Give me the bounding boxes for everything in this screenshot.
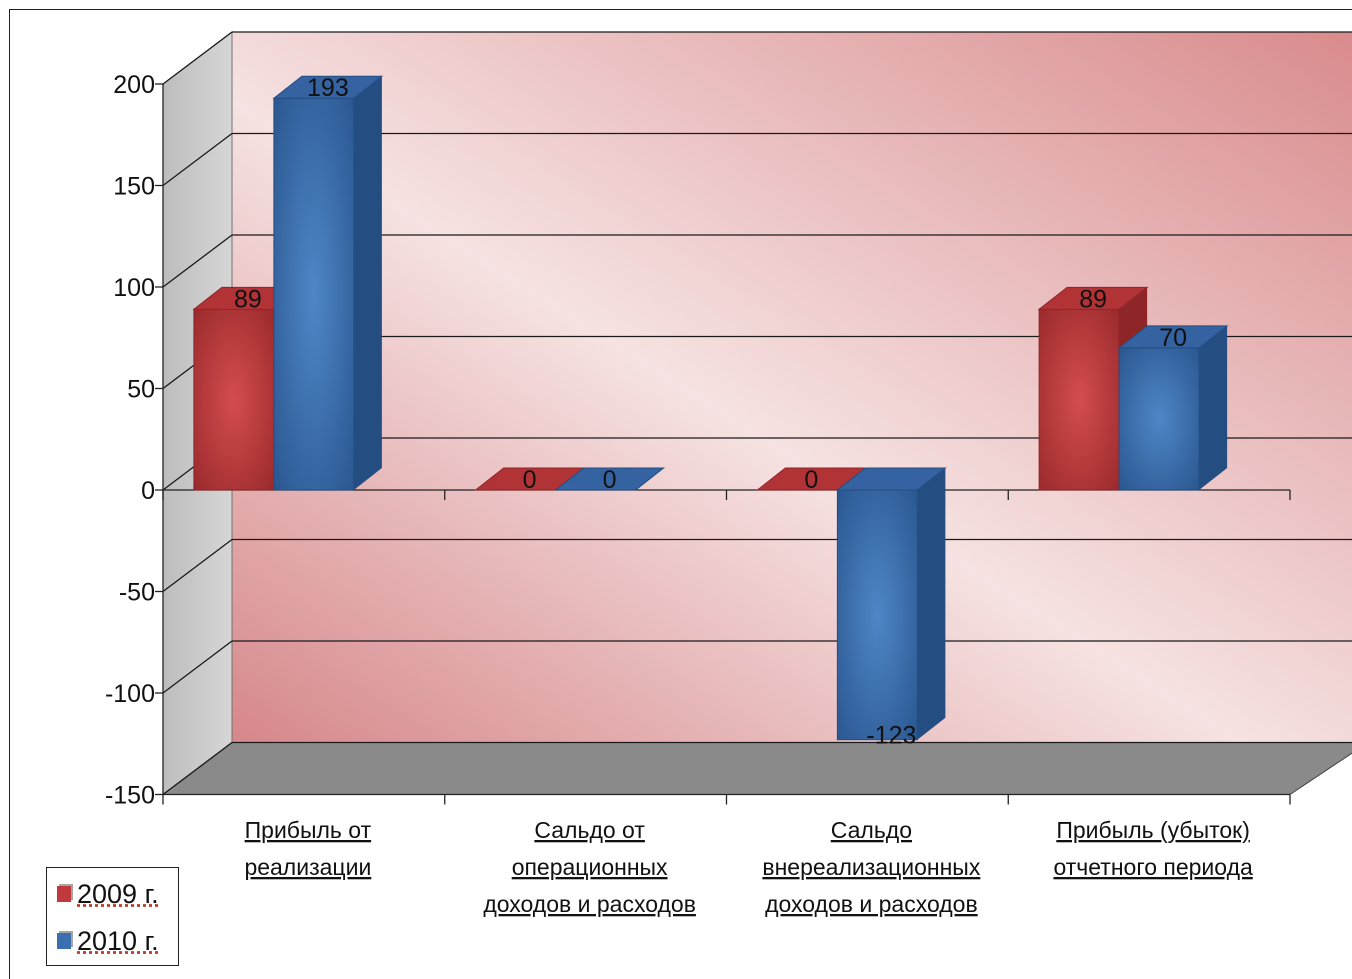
gridline-side [162, 234, 233, 288]
y-tick-label: 200 [113, 71, 155, 99]
legend-swatch-2009 [57, 886, 71, 902]
data-label: 0 [804, 466, 818, 494]
gridline-side [162, 31, 233, 85]
gridline-side [162, 741, 233, 796]
gridline-side [162, 640, 233, 694]
bar-top [554, 467, 666, 491]
y-tick-label: 150 [113, 173, 155, 201]
y-tick-label: 50 [127, 376, 155, 404]
bar-top [1037, 286, 1149, 310]
data-label: 89 [1079, 285, 1107, 313]
y-tick-label: -150 [105, 782, 155, 810]
data-label: 0 [603, 466, 617, 494]
legend-label-2009: 2009 г. [77, 878, 159, 909]
data-label: 193 [307, 74, 349, 102]
data-label: 89 [234, 285, 262, 313]
legend-swatch-2010 [57, 933, 71, 949]
y-tick-label: -50 [119, 579, 155, 607]
bar-front [836, 489, 918, 741]
chart-frame: 200 150 100 50 0 -50 -100 -150 Прибыль от реализа… [9, 9, 1352, 979]
bar-top [1117, 325, 1229, 349]
category-label: Сальдо от операционных доходов и расходов [483, 817, 696, 917]
bar-top [272, 75, 384, 99]
bar-top [835, 467, 947, 491]
chart-legend: 2009 г. 2010 г. [46, 867, 179, 966]
bar-front [1118, 347, 1200, 491]
bar [1117, 325, 1229, 491]
bar-front [193, 308, 275, 491]
y-tick-label: -100 [105, 680, 155, 708]
data-label: -123 [866, 722, 916, 750]
bar-front [1038, 308, 1120, 491]
data-label: 70 [1159, 324, 1187, 352]
chart-floor [161, 742, 1352, 795]
legend-item-2010: 2010 г. [57, 923, 159, 959]
gridline-side [162, 132, 233, 187]
gridline-side [162, 538, 233, 593]
bar [554, 467, 666, 491]
bar-chart: 200 150 100 50 0 -50 -100 -150 Прибыль от реализа… [105, 30, 1352, 917]
y-tick-label: 100 [113, 274, 155, 302]
category-label: Прибыль (убыток) отчетного периода [1053, 817, 1253, 880]
bar [272, 75, 384, 491]
data-label: 0 [523, 466, 537, 494]
legend-item-2009: 2009 г. [57, 876, 159, 912]
category-label: Прибыль от реализации [244, 817, 371, 880]
bar-front [273, 97, 355, 491]
bar-side [917, 468, 946, 740]
legend-label-2010: 2010 г. [77, 925, 159, 956]
y-tick-label: 0 [141, 477, 155, 505]
bar-side [1199, 325, 1228, 490]
category-label: Сальдо внереализационных доходов и расходо… [762, 817, 980, 917]
bar [835, 467, 947, 741]
bar-side [353, 76, 382, 491]
